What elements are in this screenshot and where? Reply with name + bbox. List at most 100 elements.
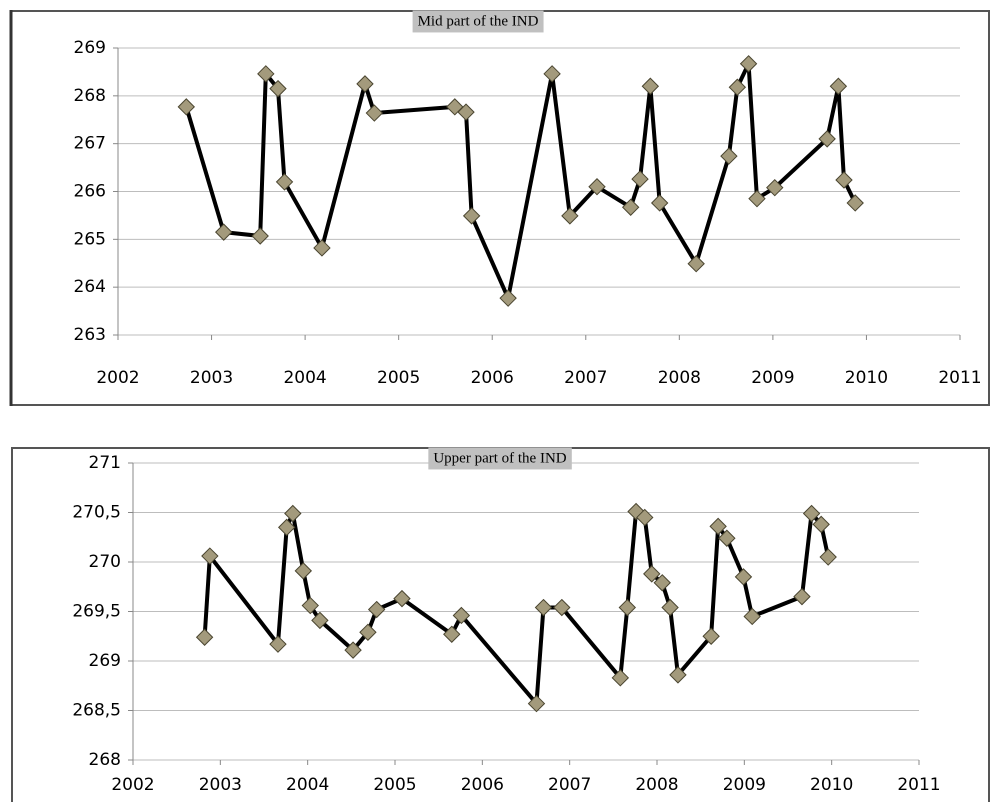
data-point — [611, 669, 630, 687]
data-point — [344, 641, 362, 659]
y-tick-label: 267 — [74, 134, 106, 154]
data-point — [846, 194, 864, 212]
title-background — [428, 447, 572, 470]
data-point — [457, 103, 475, 121]
x-tick-label: 2003 — [190, 368, 233, 388]
y-tick-label: 268 — [74, 86, 106, 106]
data-point — [835, 171, 853, 189]
x-tick-label: 2006 — [461, 775, 504, 795]
title-background — [412, 10, 544, 33]
data-point — [257, 65, 275, 83]
y-tick-label: 269 — [74, 38, 106, 58]
data-point — [653, 574, 671, 592]
data-point — [720, 147, 738, 165]
y-tick-label: 268,5 — [72, 701, 121, 721]
data-point — [739, 55, 758, 73]
x-tick-label: 2011 — [938, 368, 981, 388]
data-point — [718, 529, 736, 547]
data-point — [829, 77, 848, 95]
data-point — [819, 548, 837, 566]
data-point — [195, 628, 214, 646]
frame — [10, 10, 990, 406]
x-tick-label: 2009 — [751, 368, 794, 388]
data-point — [621, 198, 640, 216]
y-tick-label: 268 — [89, 750, 121, 770]
data-point — [748, 189, 766, 208]
data-point — [365, 104, 384, 122]
y-tick-label: 270 — [89, 552, 121, 572]
data-point — [709, 517, 727, 536]
data-point — [313, 239, 331, 257]
data-point — [743, 607, 761, 626]
data-line — [202, 509, 831, 706]
data-point — [793, 587, 811, 606]
x-tick-label: 2005 — [373, 775, 416, 795]
data-point — [527, 694, 546, 713]
y-tick-label: 263 — [74, 325, 106, 345]
data-point — [812, 515, 830, 534]
data-point — [631, 170, 649, 188]
data-point — [269, 635, 287, 653]
chart-title: Mid part of the IND — [418, 13, 539, 29]
data-point — [687, 255, 705, 273]
x-tick-label: 2007 — [564, 368, 607, 388]
data-point — [462, 207, 481, 225]
x-tick-label: 2005 — [377, 368, 420, 388]
data-point — [277, 518, 296, 537]
y-tick-label: 269 — [89, 651, 121, 671]
x-tick-label: 2003 — [199, 775, 242, 795]
data-point — [650, 194, 669, 212]
data-point — [284, 504, 302, 523]
x-tick-label: 2007 — [548, 775, 591, 795]
data-point — [367, 600, 386, 619]
x-tick-label: 2008 — [658, 368, 701, 388]
data-point — [177, 98, 196, 116]
data-point — [215, 223, 233, 241]
x-tick-label: 2006 — [471, 368, 514, 388]
data-point — [588, 178, 606, 196]
data-point — [661, 598, 679, 617]
data-point — [534, 598, 553, 617]
data-point — [251, 227, 269, 245]
data-point — [543, 65, 561, 83]
data-point — [734, 568, 753, 586]
x-tick-label: 2004 — [286, 775, 329, 795]
y-tick-label: 264 — [74, 277, 106, 297]
data-point — [636, 508, 654, 527]
chart-title: Upper part of the IND — [433, 450, 566, 466]
data-point — [643, 565, 661, 583]
x-tick-label: 2011 — [897, 775, 940, 795]
y-tick-label: 266 — [74, 182, 106, 202]
data-point — [499, 289, 517, 307]
data-point — [301, 596, 319, 615]
x-tick-label: 2002 — [111, 775, 154, 795]
data-point — [311, 611, 329, 630]
data-point — [275, 173, 294, 191]
data-point — [818, 130, 836, 148]
data-point — [702, 627, 720, 645]
data-point — [802, 504, 821, 523]
data-point — [269, 79, 287, 98]
data-point — [443, 625, 461, 643]
data-point — [553, 598, 571, 617]
y-tick-label: 269,5 — [72, 602, 121, 622]
x-tick-label: 2002 — [96, 368, 139, 388]
data-point — [618, 598, 637, 617]
x-tick-label: 2009 — [723, 775, 766, 795]
data-point — [294, 562, 313, 580]
y-tick-label: 271 — [89, 453, 121, 473]
x-tick-label: 2010 — [845, 368, 888, 388]
data-point — [356, 75, 374, 93]
data-point — [641, 77, 660, 95]
data-point — [561, 207, 579, 225]
data-point — [766, 178, 784, 197]
y-tick-label: 265 — [74, 229, 106, 249]
y-tick-label: 270,5 — [72, 503, 121, 523]
data-point — [201, 547, 219, 565]
data-point — [728, 78, 747, 96]
data-point — [359, 623, 377, 641]
data-point — [393, 589, 411, 608]
x-tick-label: 2004 — [283, 368, 326, 388]
